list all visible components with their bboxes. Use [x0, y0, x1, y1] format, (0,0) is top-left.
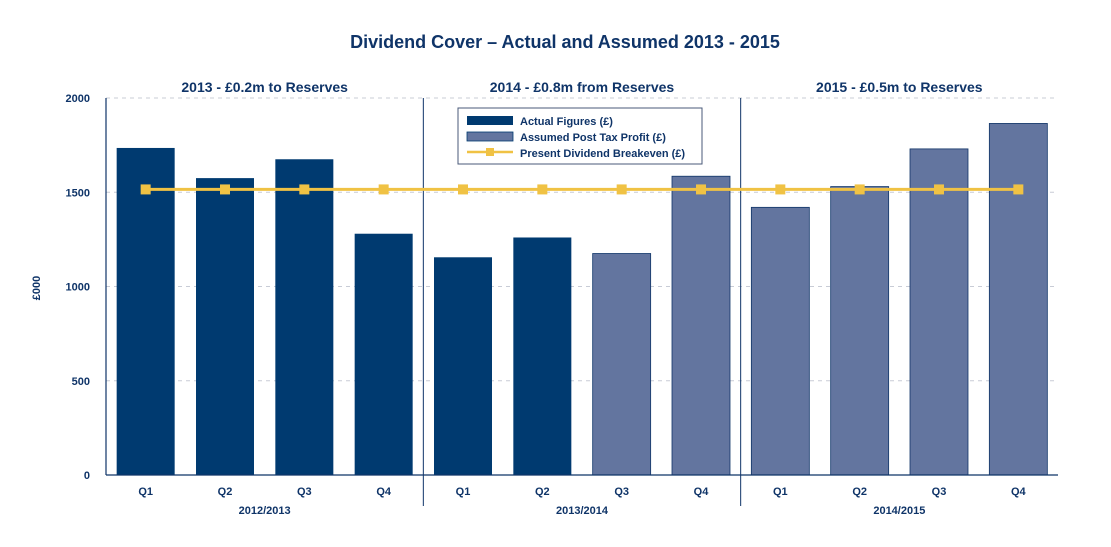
- legend-swatch-actual: [467, 116, 513, 125]
- legend-label-breakeven: Present Dividend Breakeven (£): [520, 148, 685, 160]
- x-tick-label: Q2: [852, 486, 867, 498]
- bar-actual: [196, 178, 254, 476]
- breakeven-marker: [458, 184, 468, 195]
- breakeven-marker: [140, 184, 151, 195]
- x-tick-label: Q4: [694, 486, 710, 498]
- breakeven-marker: [696, 184, 706, 195]
- year-label: 2014/2015: [873, 505, 925, 517]
- breakeven-marker: [537, 184, 548, 195]
- grid-layer: [106, 97, 1058, 382]
- x-tick-label: Q2: [218, 486, 233, 498]
- bar-assumed: [909, 148, 969, 476]
- x-tick-label: Q3: [297, 486, 312, 498]
- year-label: 2013/2014: [556, 505, 609, 517]
- legend-label-assumed: Assumed Post Tax Profit (£): [520, 132, 666, 144]
- x-tick-label: Q3: [614, 486, 629, 498]
- group-title: 2014 - £0.8m from Reserves: [490, 79, 675, 95]
- x-tick-label: Q1: [773, 486, 788, 498]
- bar-assumed: [671, 175, 731, 476]
- bar-assumed: [988, 123, 1048, 476]
- bar-actual: [354, 233, 413, 475]
- breakeven-marker: [616, 184, 627, 195]
- x-tick-label: Q2: [535, 486, 550, 498]
- y-tick-label: 0: [84, 470, 90, 482]
- labels-layer: 0 500 1000 1500 2000 2013 - £0.2m to Reserves…: [66, 79, 1027, 517]
- bar-assumed: [592, 253, 652, 476]
- breakeven-marker: [378, 184, 389, 195]
- legend: Actual Figures (£) Assumed Post Tax Prof…: [457, 107, 703, 165]
- breakeven-marker: [775, 184, 786, 195]
- bar-actual: [434, 257, 492, 475]
- breakeven-marker: [299, 184, 310, 195]
- y-tick-label: 1000: [66, 282, 90, 294]
- y-axis-label: £000: [31, 276, 43, 300]
- x-tick-label: Q3: [932, 486, 947, 498]
- bars-layer: [116, 123, 1048, 476]
- axes-layer: [105, 98, 1058, 506]
- bar-assumed: [750, 206, 810, 476]
- x-tick-label: Q4: [1011, 486, 1027, 498]
- year-label: 2012/2013: [239, 505, 291, 517]
- legend-marker-breakeven: [486, 148, 494, 156]
- y-tick-label: 500: [72, 376, 90, 388]
- chart-title: Dividend Cover – Actual and Assumed 2013…: [350, 32, 780, 52]
- bar-assumed: [830, 186, 890, 476]
- breakeven-line-layer: [140, 184, 1024, 195]
- breakeven-marker: [220, 184, 230, 195]
- group-title: 2015 - £0.5m to Reserves: [816, 79, 983, 95]
- bar-actual: [275, 159, 334, 475]
- legend-label-actual: Actual Figures (£): [520, 116, 613, 128]
- bar-actual: [513, 237, 572, 475]
- x-tick-label: Q4: [376, 486, 392, 498]
- x-tick-label: Q1: [138, 486, 153, 498]
- legend-swatch-assumed: [466, 131, 514, 142]
- breakeven-marker: [934, 184, 944, 195]
- breakeven-marker: [1013, 184, 1024, 195]
- x-tick-label: Q1: [456, 486, 471, 498]
- y-tick-label: 2000: [66, 93, 90, 105]
- bar-actual: [116, 147, 175, 475]
- group-title: 2013 - £0.2m to Reserves: [181, 79, 348, 95]
- breakeven-marker: [854, 184, 865, 195]
- y-tick-label: 1500: [66, 187, 90, 199]
